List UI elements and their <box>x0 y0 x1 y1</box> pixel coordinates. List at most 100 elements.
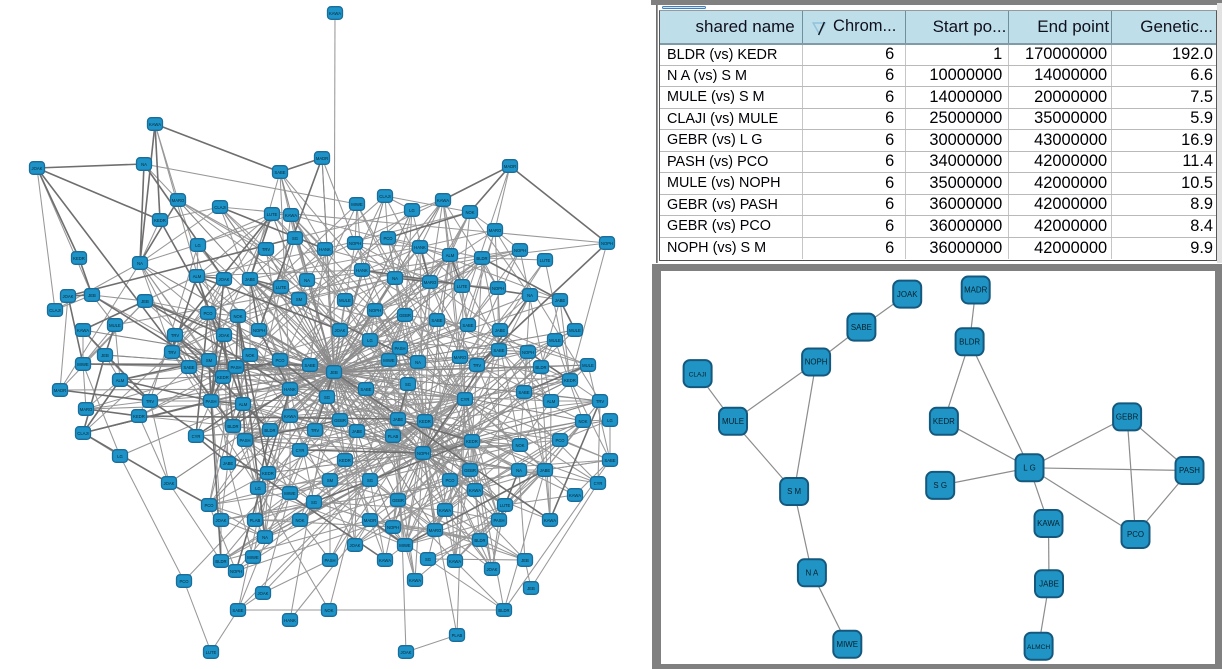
svg-text:NOPH: NOPH <box>349 241 361 246</box>
svg-text:HANK: HANK <box>319 247 331 252</box>
svg-text:JOAK: JOAK <box>401 650 412 655</box>
svg-text:MARO: MARO <box>80 407 93 412</box>
svg-text:PCO: PCO <box>383 236 393 241</box>
svg-text:MULE: MULE <box>569 328 581 333</box>
svg-text:JOAK: JOAK <box>216 518 227 523</box>
svg-text:JABE: JABE <box>393 417 404 422</box>
svg-text:KAWA: KAWA <box>329 11 341 16</box>
svg-text:SABE: SABE <box>360 387 371 392</box>
svg-text:KEDR: KEDR <box>932 417 954 426</box>
svg-text:SG: SG <box>367 478 373 483</box>
svg-text:JABE: JABE <box>555 298 566 303</box>
svg-text:JEB: JEB <box>330 370 338 375</box>
svg-text:NOPH: NOPH <box>253 328 265 333</box>
svg-text:CYR: CYR <box>461 397 470 402</box>
svg-text:SABE: SABE <box>462 323 473 328</box>
svg-text:KEDR: KEDR <box>217 375 229 380</box>
svg-text:JEB: JEB <box>521 558 529 563</box>
svg-text:SABE: SABE <box>518 390 529 395</box>
svg-text:NOPH: NOPH <box>522 350 534 355</box>
svg-text:NOK: NOK <box>465 210 474 215</box>
svg-text:BLDR: BLDR <box>959 337 980 346</box>
svg-text:JOAK: JOAK <box>350 543 361 548</box>
svg-text:NOK: NOK <box>295 518 304 523</box>
svg-text:JOAK: JOAK <box>219 333 230 338</box>
svg-text:TRV: TRV <box>168 350 177 355</box>
svg-text:NOPH: NOPH <box>369 308 381 313</box>
svg-text:CLAJI: CLAJI <box>379 194 390 199</box>
svg-text:CLAJI: CLAJI <box>214 205 225 210</box>
svg-text:KAWA: KAWA <box>77 328 89 333</box>
svg-text:BLDR: BLDR <box>474 538 485 543</box>
svg-text:PCO: PCO <box>179 579 189 584</box>
svg-text:JOAK: JOAK <box>164 481 175 486</box>
svg-text:TRV: TRV <box>146 399 155 404</box>
svg-text:KAWA: KAWA <box>149 122 161 127</box>
svg-text:MARO: MARO <box>454 355 467 360</box>
svg-text:PCO: PCO <box>204 503 214 508</box>
svg-text:MADR: MADR <box>504 164 516 169</box>
svg-text:LG: LG <box>117 454 123 459</box>
svg-text:JOAK: JOAK <box>63 294 74 299</box>
svg-text:JOAK: JOAK <box>32 166 43 171</box>
svg-text:CYR: CYR <box>594 481 603 486</box>
svg-text:PLAB: PLAB <box>250 518 261 523</box>
svg-text:LG: LG <box>409 208 415 213</box>
svg-text:KEDR: KEDR <box>262 471 274 476</box>
svg-text:JABE: JABE <box>245 277 256 282</box>
svg-text:PLAB: PLAB <box>452 633 463 638</box>
svg-text:LUTE: LUTE <box>457 284 468 289</box>
svg-text:S M: S M <box>787 487 801 496</box>
svg-text:NOK: NOK <box>324 608 333 613</box>
svg-text:KEDR: KEDR <box>154 218 166 223</box>
svg-text:JOAK: JOAK <box>487 567 498 572</box>
svg-text:PCO: PCO <box>445 478 455 483</box>
svg-text:ALMCH: ALMCH <box>1027 643 1050 650</box>
svg-text:SG: SG <box>311 500 317 505</box>
svg-text:NOPH: NOPH <box>387 525 399 530</box>
svg-text:MIWE: MIWE <box>77 362 89 367</box>
svg-text:JABE: JABE <box>1039 579 1059 588</box>
svg-text:NA: NA <box>304 278 310 283</box>
svg-text:MIWE: MIWE <box>351 202 363 207</box>
svg-text:NA: NA <box>392 276 398 281</box>
svg-text:SM: SM <box>206 358 213 363</box>
svg-text:KEDR: KEDR <box>73 256 85 261</box>
svg-text:LUTE: LUTE <box>206 650 217 655</box>
svg-text:GEBR: GEBR <box>392 498 404 503</box>
svg-text:KAWA: KAWA <box>449 559 461 564</box>
svg-text:CLAJI: CLAJI <box>688 371 706 378</box>
svg-text:NA: NA <box>137 261 143 266</box>
svg-text:KAWA: KAWA <box>437 198 449 203</box>
svg-text:PASH: PASH <box>230 365 241 370</box>
svg-text:PCO: PCO <box>203 311 213 316</box>
svg-text:KAWA: KAWA <box>439 508 451 513</box>
svg-text:SG: SG <box>292 236 298 241</box>
svg-text:JEB: JEB <box>527 586 535 591</box>
svg-text:SABE: SABE <box>493 348 504 353</box>
svg-text:LG: LG <box>255 486 261 491</box>
svg-text:TRV: TRV <box>311 428 320 433</box>
svg-text:PCO: PCO <box>555 438 565 443</box>
svg-text:ALM: ALM <box>239 402 248 407</box>
svg-text:PASH: PASH <box>1179 466 1200 475</box>
svg-text:NA: NA <box>415 360 421 365</box>
svg-text:KEDR: KEDR <box>419 419 431 424</box>
svg-text:SABE: SABE <box>274 170 285 175</box>
svg-text:PCO: PCO <box>275 358 285 363</box>
svg-text:TRV: TRV <box>171 333 180 338</box>
svg-text:L G: L G <box>1023 463 1035 472</box>
svg-text:KAWA: KAWA <box>544 518 556 523</box>
svg-text:JOAK: JOAK <box>896 289 917 298</box>
svg-text:GEBR: GEBR <box>1115 412 1138 421</box>
svg-text:NA: NA <box>262 535 268 540</box>
svg-text:KAWA: KAWA <box>409 578 421 583</box>
svg-text:PASH: PASH <box>205 399 216 404</box>
svg-text:NA: NA <box>516 468 522 473</box>
svg-text:ALM: ALM <box>446 253 455 258</box>
svg-text:LUTE: LUTE <box>267 212 278 217</box>
svg-text:JOAK: JOAK <box>219 277 230 282</box>
svg-text:KEDR: KEDR <box>339 458 351 463</box>
svg-text:GEBR: GEBR <box>399 313 411 318</box>
svg-text:MARO: MARO <box>424 280 437 285</box>
